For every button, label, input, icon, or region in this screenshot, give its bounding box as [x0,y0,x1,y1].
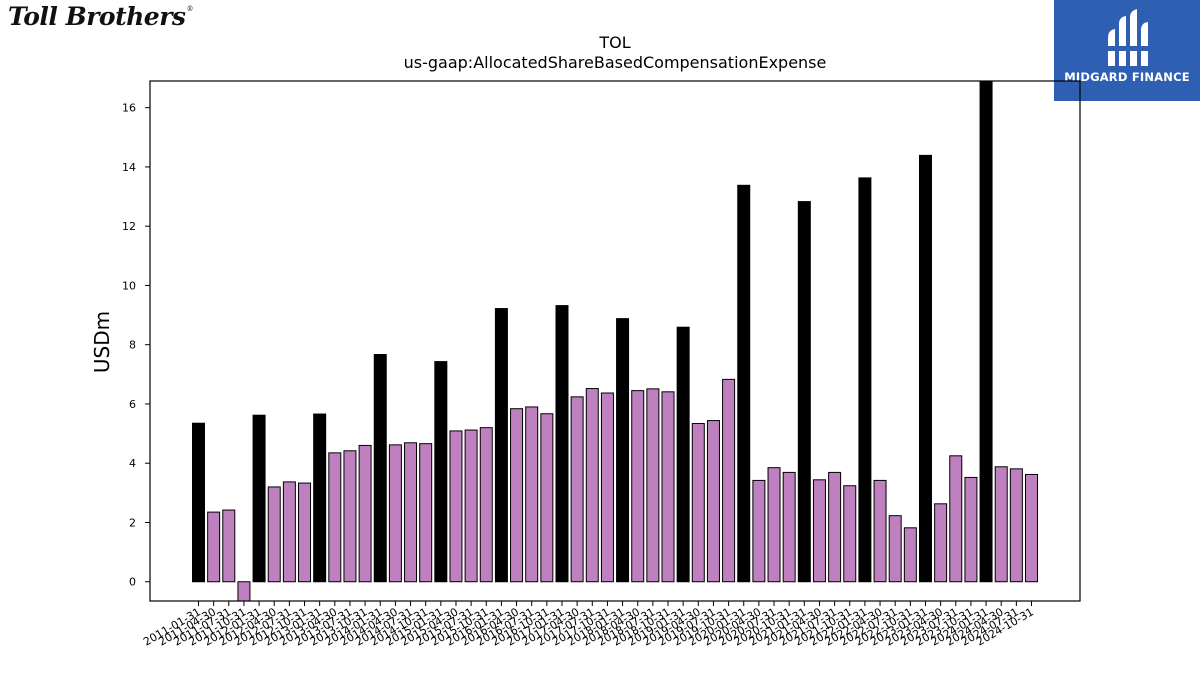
bar-quarterly [328,452,342,583]
bar-annual [434,361,448,583]
brand-name: Toll Brothers [8,2,186,31]
bar-annual [373,353,387,583]
bar-quarterly [207,511,221,583]
bar-quarterly [828,471,842,583]
bars-group [192,80,1038,602]
bar-quarterly [1025,473,1038,583]
bar-annual [858,177,872,583]
bar-quarterly [222,509,236,583]
y-tick-label: 16 [122,102,136,115]
bar-quarterly [1009,468,1023,583]
bar-quarterly [479,427,493,583]
chart-subtitle: us-gaap:AllocatedShareBasedCompensationE… [404,53,827,72]
bar-annual [616,318,630,583]
bar-quarterly [722,378,736,583]
bar-quarterly [282,481,296,583]
bar-quarterly [706,420,720,583]
y-tick-label: 12 [122,220,136,233]
bar-quarterly [873,479,887,583]
bar-quarterly [782,471,796,583]
bar-quarterly [237,581,251,602]
bar-quarterly [661,391,675,583]
bar-quarterly [267,486,281,583]
bar-quarterly [843,485,857,583]
bar-annual [313,413,327,583]
bar-quarterly [404,442,418,583]
bar-quarterly [449,430,463,583]
bar-annual [979,80,993,583]
y-tick-label: 6 [129,398,136,411]
bar-quarterly [570,396,584,583]
y-tick-label: 10 [122,279,136,292]
bar-annual [252,414,266,583]
bar-quarterly [343,450,357,583]
bar-annual [797,201,811,583]
bar-quarterly [464,429,478,583]
bar-quarterly [691,423,705,583]
y-tick-label: 8 [129,339,136,352]
bar-quarterly [903,527,917,583]
bar-annual [918,154,932,583]
chart-title: TOL [598,33,630,52]
bar-quarterly [585,388,599,583]
y-axis-ticks: 0 2 4 6 8 10 12 14 16 [122,102,150,589]
bar-quarterly [964,476,978,583]
y-axis-label: USDm [90,311,114,373]
bar-quarterly [631,390,645,583]
bar-quarterly [419,443,433,583]
plot-frame [149,80,1081,602]
midgard-logo-icon [1104,9,1150,66]
y-tick-label: 2 [129,516,136,529]
bar-quarterly [752,479,766,583]
bar-annual [494,308,508,583]
bar-quarterly [812,479,826,583]
bar-annual [555,305,569,583]
bar-quarterly [358,444,372,583]
bar-quarterly [540,413,554,583]
bar-quarterly [646,388,660,583]
bar-quarterly [298,482,312,583]
bar-quarterly [934,503,948,583]
bar-quarterly [949,455,963,583]
bar-quarterly [510,408,524,583]
x-axis-ticks: 2011-01-312011-04-302011-07-312011-10-31… [141,601,1036,649]
bar-quarterly [600,392,614,583]
bar-annual [676,326,690,583]
midgard-finance-badge: MIDGARD FINANCE [1054,0,1200,101]
y-tick-label: 14 [122,161,136,174]
badge-label: MIDGARD FINANCE [1064,70,1190,84]
bar-quarterly [994,466,1008,583]
bar-annual [192,422,205,583]
bar-annual [737,184,751,583]
bar-quarterly [525,406,539,583]
bar-quarterly [767,467,781,583]
registered-mark: ® [186,5,193,13]
bar-quarterly [888,515,902,583]
y-tick-label: 4 [129,457,136,470]
toll-brothers-logo: Toll Brothers® [8,2,193,31]
bar-quarterly [388,444,402,583]
y-tick-label: 0 [129,576,136,589]
